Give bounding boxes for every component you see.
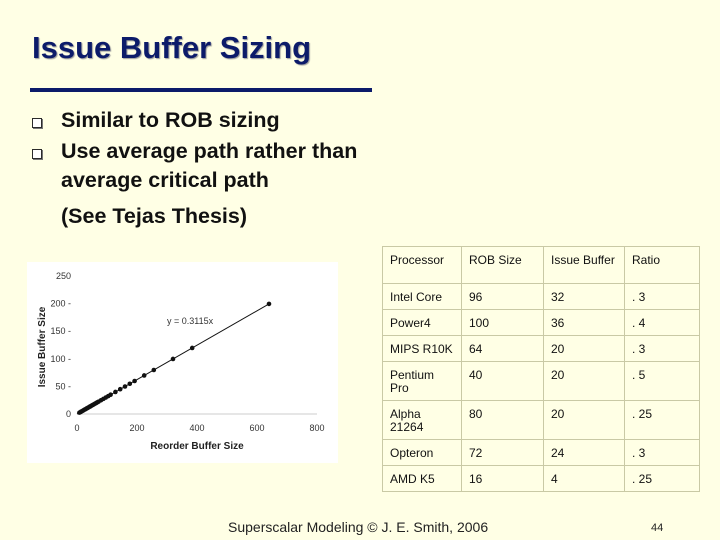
table-cell: 72 xyxy=(461,439,544,466)
table-cell: 4 xyxy=(543,465,625,492)
table-cell: 20 xyxy=(543,361,625,401)
bullet-list: Similar to ROB sizing Use average path r… xyxy=(32,106,372,195)
table-row: AMD K5 16 4. 25 xyxy=(382,465,700,492)
x-tick-label: 800 xyxy=(309,423,324,433)
table-header-cell: Issue Buffer xyxy=(543,246,625,284)
table-cell: 40 xyxy=(461,361,544,401)
data-point xyxy=(127,381,133,387)
data-point xyxy=(151,367,157,373)
table-cell: 32 xyxy=(543,283,625,310)
table-cell: 36 xyxy=(543,309,625,336)
slide-title: Issue Buffer Sizing xyxy=(32,30,312,65)
table-header-cell: ROB Size xyxy=(461,246,544,284)
table-cell: . 25 xyxy=(624,400,700,440)
bullet-text: Use average path rather than average cri… xyxy=(61,139,358,192)
table-cell: Opteron xyxy=(382,439,462,466)
table-cell: . 5 xyxy=(624,361,700,401)
bullet-item: Similar to ROB sizing xyxy=(32,106,372,135)
table-row: Power4 100 36. 4 xyxy=(382,309,700,336)
table-header-cell: Ratio xyxy=(624,246,700,284)
x-tick-label: 0 xyxy=(74,423,79,433)
table-cell: 16 xyxy=(461,465,544,492)
bullet-text: Similar to ROB sizing xyxy=(61,108,280,132)
table-cell: MIPS R10K xyxy=(382,335,462,362)
y-tick-label: 100 - xyxy=(50,354,71,364)
square-bullet-icon xyxy=(32,149,42,159)
table-row: Opteron 72 24. 3 xyxy=(382,439,700,466)
x-tick-label: 600 xyxy=(249,423,264,433)
table-row: Alpha 21264 80 20. 25 xyxy=(382,400,700,440)
trendline-equation: y = 0.3115x xyxy=(167,316,214,326)
data-point xyxy=(122,384,128,389)
table-cell: Intel Core xyxy=(382,283,462,310)
x-tick-label: 400 xyxy=(189,423,204,433)
y-tick-label: 0 xyxy=(66,409,71,419)
table-cell: 64 xyxy=(461,335,544,362)
data-point xyxy=(132,378,137,384)
square-bullet-icon xyxy=(32,118,42,128)
y-tick-label: 250 xyxy=(56,271,71,281)
table-cell: . 4 xyxy=(624,309,700,336)
table-row: Pentium Pro 40 20. 5 xyxy=(382,361,700,401)
data-point xyxy=(141,373,147,378)
data-point xyxy=(189,345,195,351)
y-tick-label: 50 - xyxy=(55,381,71,391)
table-cell: 100 xyxy=(461,309,544,336)
x-axis-label: Reorder Buffer Size xyxy=(150,441,244,452)
table-cell: 20 xyxy=(543,335,625,362)
x-tick-label: 200 xyxy=(129,423,144,433)
scatter-chart: 0 50 - 100 - 150 - 200 - 250 0 200 400 600 800 y = … xyxy=(27,262,338,463)
table-cell: Alpha 21264 xyxy=(382,400,462,440)
table-cell: AMD K5 xyxy=(382,465,462,492)
data-point xyxy=(108,392,113,398)
data-point xyxy=(117,386,123,392)
data-point xyxy=(113,389,118,395)
table-row: MIPS R10K 64 20. 3 xyxy=(382,335,700,362)
chart-canvas: 0 50 - 100 - 150 - 200 - 250 0 200 400 600 800 y = … xyxy=(37,271,325,452)
table-cell: . 3 xyxy=(624,439,700,466)
table-cell: . 25 xyxy=(624,465,700,492)
table-cell: 24 xyxy=(543,439,625,466)
data-point xyxy=(266,301,272,307)
table-cell: Pentium Pro xyxy=(382,361,462,401)
table-cell: . 3 xyxy=(624,283,700,310)
page-number: 44 xyxy=(651,522,664,534)
table-header-row: Processor ROB Size Issue Buffer Ratio xyxy=(382,246,700,284)
y-tick-label: 150 - xyxy=(50,326,71,336)
thesis-note: (See Tejas Thesis) xyxy=(61,204,248,228)
bullet-item: Use average path rather than average cri… xyxy=(32,137,372,195)
table-row: Intel Core 96 32. 3 xyxy=(382,283,700,310)
table-cell: Power4 xyxy=(382,309,462,336)
table-cell: . 3 xyxy=(624,335,700,362)
footer-text: Superscalar Modeling © J. E. Smith, 2006 xyxy=(228,519,489,535)
y-tick-label: 200 - xyxy=(50,299,71,309)
table-cell: 96 xyxy=(461,283,544,310)
table-cell: 20 xyxy=(543,400,625,440)
data-point xyxy=(170,356,176,362)
y-axis-label: Issue Buffer Size xyxy=(37,306,48,387)
table-header-cell: Processor xyxy=(382,246,462,284)
title-underline xyxy=(30,88,372,92)
processor-table: Processor ROB Size Issue Buffer Ratio Intel … xyxy=(382,246,700,492)
table-cell: 80 xyxy=(461,400,544,440)
